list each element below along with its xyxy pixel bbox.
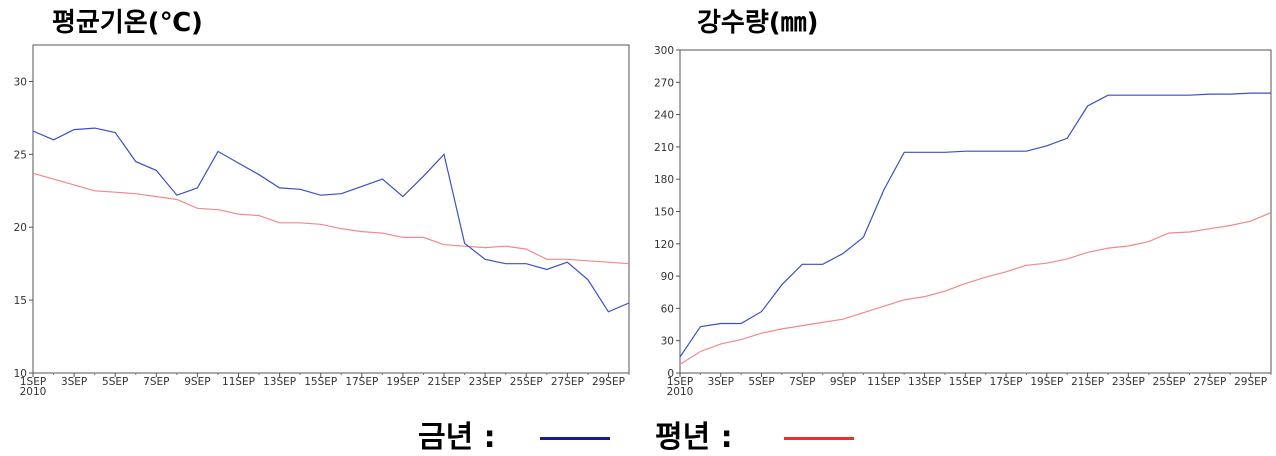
x-tick-label: 29SEP xyxy=(1234,376,1267,388)
x-tick-label: 21SEP xyxy=(1071,376,1104,388)
x-tick-label: 17SEP xyxy=(345,376,378,388)
precipitation-chart-title: 강수량(㎜) xyxy=(697,8,819,38)
y-tick-label: 300 xyxy=(654,45,674,57)
x-tick-label: 1SEP xyxy=(667,376,693,388)
x-tick-label: 11SEP xyxy=(867,376,900,388)
y-tick-label: 120 xyxy=(654,239,674,251)
x-tick-label: 15SEP xyxy=(304,376,337,388)
x-tick-label: 3SEP xyxy=(708,376,734,388)
x-tick-label: 13SEP xyxy=(908,376,941,388)
x-tick-label: 25SEP xyxy=(1153,376,1186,388)
legend-label-current-year: 금년 : xyxy=(418,420,496,455)
x-year-label: 2010 xyxy=(667,386,694,398)
x-tick-label: 27SEP xyxy=(551,376,584,388)
legend-swatch-normal-year xyxy=(784,437,854,440)
x-tick-label: 17SEP xyxy=(990,376,1023,388)
y-tick-label: 20 xyxy=(14,222,27,234)
y-tick-label: 0 xyxy=(667,368,674,380)
x-year-label: 2010 xyxy=(20,386,47,398)
y-tick-label: 270 xyxy=(654,77,674,89)
plot-frame xyxy=(32,44,630,374)
series-line-current-year xyxy=(679,92,1271,358)
legend: 금년 : 평년 : xyxy=(0,412,1276,455)
x-tick-label: 5SEP xyxy=(748,376,774,388)
series-line-normal-year xyxy=(32,172,630,265)
x-tick-label: 13SEP xyxy=(263,376,296,388)
series-line-current-year xyxy=(32,127,630,313)
y-tick-label: 30 xyxy=(661,336,674,348)
x-tick-label: 3SEP xyxy=(61,376,87,388)
x-tick-label: 7SEP xyxy=(143,376,169,388)
x-tick-label: 19SEP xyxy=(386,376,419,388)
y-tick-label: 150 xyxy=(654,207,674,219)
y-tick-label: 10 xyxy=(14,368,27,380)
x-tick-label: 7SEP xyxy=(789,376,815,388)
y-tick-label: 210 xyxy=(654,142,674,154)
x-tick-label: 5SEP xyxy=(102,376,128,388)
x-tick-label: 9SEP xyxy=(184,376,210,388)
x-tick-label: 23SEP xyxy=(1112,376,1145,388)
y-tick-label: 15 xyxy=(14,295,27,307)
legend-label-normal-year: 평년 : xyxy=(655,420,733,455)
y-tick-label: 60 xyxy=(661,303,674,315)
legend-swatch-current-year xyxy=(540,437,610,440)
x-tick-label: 9SEP xyxy=(830,376,856,388)
y-tick-label: 30 xyxy=(14,76,27,88)
x-tick-label: 27SEP xyxy=(1193,376,1226,388)
x-tick-label: 19SEP xyxy=(1030,376,1063,388)
x-tick-label: 29SEP xyxy=(592,376,625,388)
y-tick-label: 240 xyxy=(654,110,674,122)
y-tick-label: 90 xyxy=(661,271,674,283)
temperature-chart-title: 평균기온(℃) xyxy=(52,8,203,38)
plot-frame xyxy=(679,49,1272,374)
y-tick-label: 180 xyxy=(654,174,674,186)
precipitation-chart: 0 30 60 90 120 150 180 210 240 270 300 1SEP 3SEP 5SEP… xyxy=(654,45,1272,398)
x-tick-label: 23SEP xyxy=(469,376,502,388)
temperature-chart: 10 15 20 25 30 1SEP 3SEP 5SEP 7SEP 9SEP 11SEP 13SEP… xyxy=(14,44,630,398)
x-tick-label: 21SEP xyxy=(428,376,461,388)
x-tick-label: 15SEP xyxy=(949,376,982,388)
series-line-normal-year xyxy=(679,212,1272,365)
x-tick-label: 25SEP xyxy=(510,376,543,388)
x-tick-label: 1SEP xyxy=(20,376,46,388)
y-tick-label: 25 xyxy=(14,149,27,161)
x-tick-label: 11SEP xyxy=(222,376,255,388)
